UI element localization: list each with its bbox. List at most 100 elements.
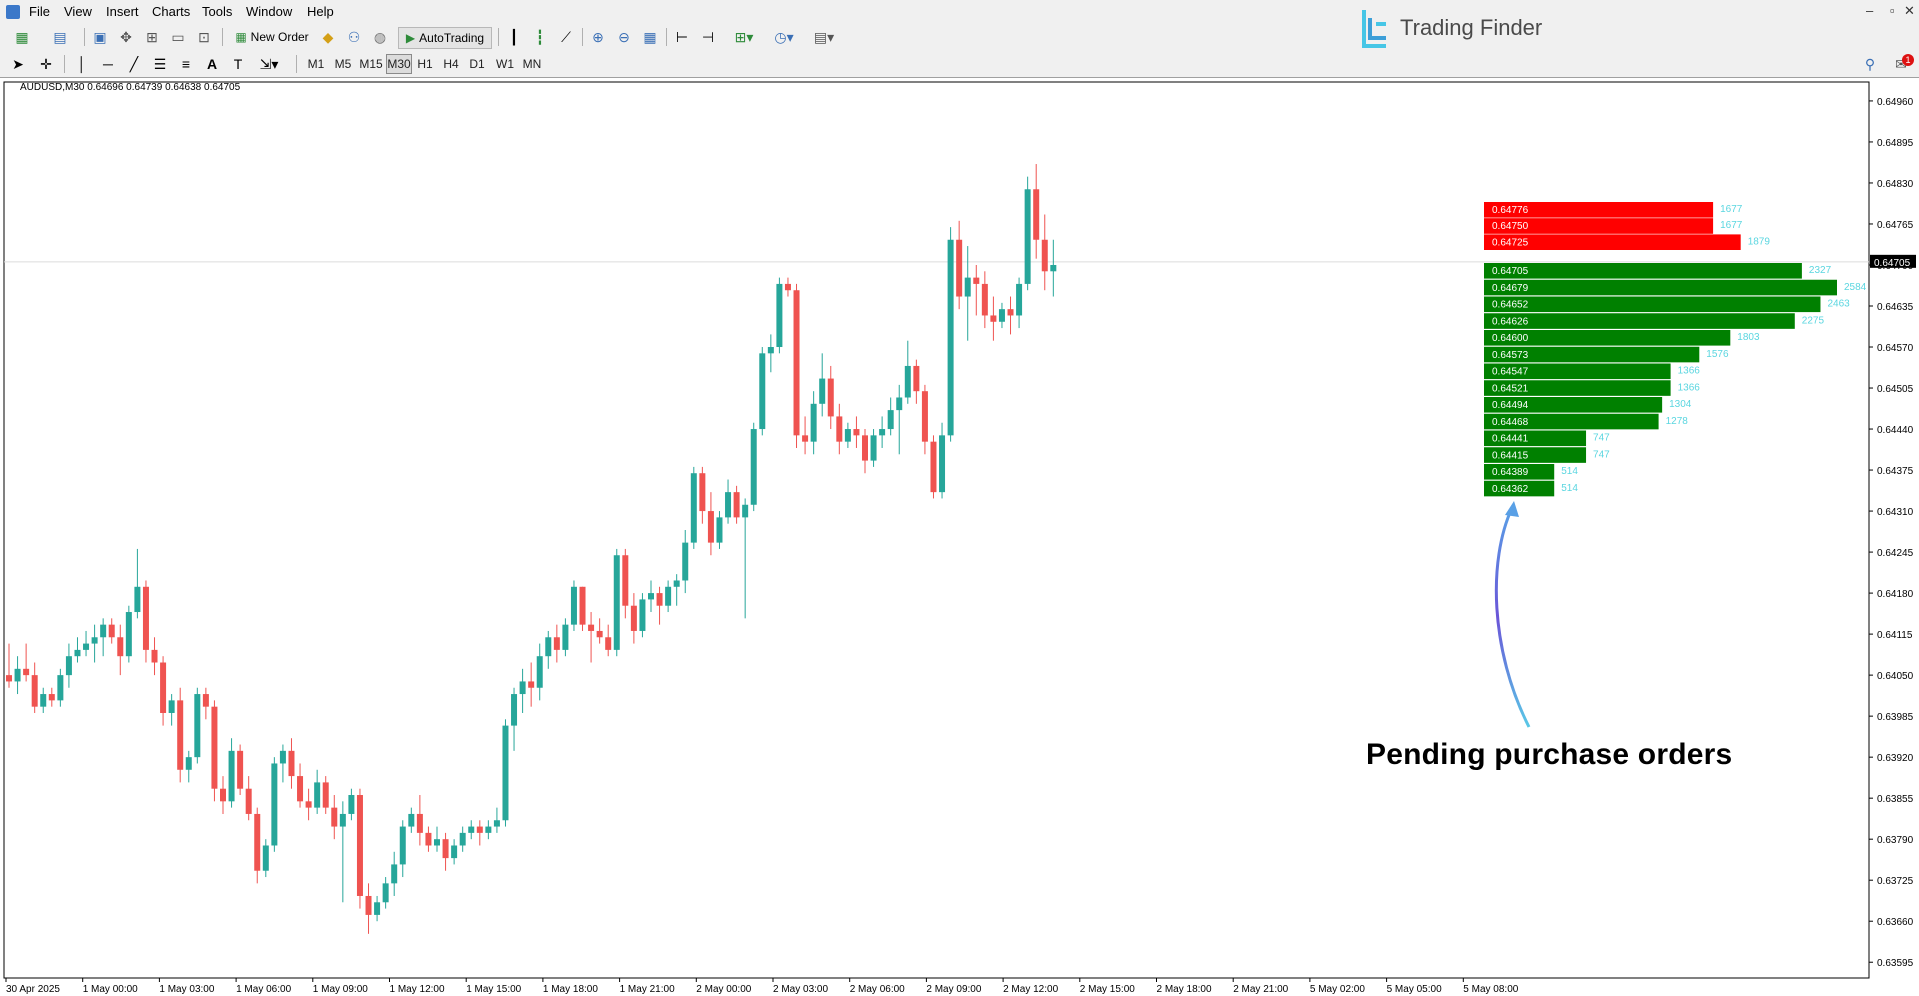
navigator-icon[interactable]: ⊞ bbox=[146, 28, 158, 45]
candle-body bbox=[14, 668, 21, 682]
signals-icon[interactable]: ⚇ bbox=[347, 28, 361, 45]
autotrading-button[interactable]: ▶ AutoTrading bbox=[398, 27, 492, 49]
price-axis-label: 0.64050 bbox=[1877, 671, 1914, 682]
price-chart[interactable]: 0.649600.648950.648300.647650.647000.646… bbox=[0, 78, 1919, 996]
bar-chart-icon[interactable]: ┃ bbox=[509, 28, 519, 45]
candle-body bbox=[1016, 283, 1023, 316]
buy-order-bar bbox=[1484, 263, 1802, 279]
timeframe-m1[interactable]: M1 bbox=[307, 57, 325, 71]
market-watch-icon[interactable]: ▣ bbox=[93, 28, 107, 45]
price-axis-label: 0.63790 bbox=[1877, 835, 1914, 846]
candle-body bbox=[613, 555, 620, 650]
candle-body bbox=[279, 750, 286, 764]
candle-body bbox=[271, 763, 278, 846]
order-count-label: 2327 bbox=[1809, 265, 1832, 276]
order-count-label: 1803 bbox=[1737, 332, 1760, 343]
cursor-icon[interactable]: ➤ bbox=[12, 55, 24, 72]
candle-body bbox=[939, 435, 946, 493]
channel-icon[interactable]: ☰ bbox=[153, 55, 167, 72]
autotrading-label: AutoTrading bbox=[419, 31, 485, 45]
order-price-label: 0.64441 bbox=[1492, 434, 1529, 445]
arrows-icon[interactable]: ⇲▾ bbox=[259, 55, 279, 72]
candle-body bbox=[177, 700, 184, 770]
candle-body bbox=[434, 839, 440, 846]
chart-shift-icon[interactable]: ⊢ bbox=[675, 28, 689, 45]
candle-body bbox=[870, 435, 877, 461]
menu-tools[interactable]: Tools bbox=[202, 4, 233, 19]
menu-insert[interactable]: Insert bbox=[106, 4, 139, 19]
notifications-icon[interactable]: ✉ 1 bbox=[1888, 54, 1914, 74]
fibonacci-icon[interactable]: ≡ bbox=[181, 56, 191, 72]
timeframe-h1[interactable]: H1 bbox=[417, 57, 433, 71]
current-price-box bbox=[1870, 254, 1916, 268]
menu-window[interactable]: Window bbox=[246, 4, 293, 19]
price-axis-label: 0.64895 bbox=[1877, 138, 1914, 149]
app-icon[interactable] bbox=[6, 5, 20, 19]
templates-icon[interactable]: ▤▾ bbox=[813, 28, 835, 45]
candle-body bbox=[202, 694, 209, 707]
timeframe-d1[interactable]: D1 bbox=[469, 57, 485, 71]
menu-view[interactable]: View bbox=[64, 4, 92, 19]
data-window-icon[interactable]: ✥ bbox=[120, 28, 132, 45]
buy-order-bar bbox=[1484, 346, 1700, 363]
close-icon[interactable]: ✕ bbox=[1904, 3, 1915, 18]
search-icon[interactable]: ⚲ bbox=[1864, 55, 1876, 72]
menu-file[interactable]: File bbox=[29, 4, 50, 19]
text-icon[interactable]: A bbox=[206, 56, 218, 72]
order-price-label: 0.64494 bbox=[1492, 400, 1529, 411]
vertical-line-icon[interactable]: │ bbox=[77, 56, 87, 72]
new-order-button[interactable]: ▦ New Order bbox=[230, 27, 314, 47]
candle-body bbox=[168, 700, 175, 713]
tester-icon[interactable]: ⊡ bbox=[198, 28, 210, 45]
metaeditor-icon[interactable]: ◆ bbox=[322, 28, 334, 45]
text-label-icon[interactable]: T bbox=[233, 56, 243, 72]
order-price-label: 0.64600 bbox=[1492, 333, 1529, 344]
order-count-label: 1879 bbox=[1748, 236, 1771, 247]
order-price-label: 0.64626 bbox=[1492, 316, 1529, 327]
candle-body bbox=[416, 813, 423, 833]
new-chart-icon[interactable]: ▦ bbox=[15, 28, 29, 45]
logo-text: Trading Finder bbox=[1400, 15, 1543, 40]
candle-body bbox=[1007, 309, 1014, 316]
timeframe-w1[interactable]: W1 bbox=[496, 57, 514, 71]
order-count-label: 747 bbox=[1593, 449, 1610, 460]
timeframe-m5[interactable]: M5 bbox=[334, 57, 352, 71]
line-chart-icon[interactable]: ⟋ bbox=[561, 28, 571, 45]
indicators-icon[interactable]: ⊞▾ bbox=[734, 28, 754, 45]
zoom-out-icon[interactable]: ⊖ bbox=[618, 28, 630, 45]
periods-icon[interactable]: ◷▾ bbox=[774, 28, 794, 45]
terminal-icon[interactable]: ▭ bbox=[171, 28, 185, 45]
timeframe-h4[interactable]: H4 bbox=[443, 57, 459, 71]
order-count-label: 1366 bbox=[1678, 382, 1701, 393]
candle-body bbox=[331, 807, 338, 827]
timeframe-m15[interactable]: M15 bbox=[359, 57, 383, 71]
candle-body bbox=[305, 801, 312, 808]
candle-body bbox=[48, 694, 55, 701]
candle-body bbox=[459, 832, 466, 846]
profiles-icon[interactable]: ▤ bbox=[53, 28, 67, 45]
time-axis-label: 2 May 09:00 bbox=[926, 984, 981, 995]
timeframe-mn[interactable]: MN bbox=[522, 57, 542, 71]
candle-body bbox=[973, 277, 980, 284]
market-icon[interactable]: ◍ bbox=[373, 28, 387, 45]
zoom-in-icon[interactable]: ⊕ bbox=[592, 28, 604, 45]
time-axis-label: 1 May 21:00 bbox=[620, 984, 675, 995]
trendline-icon[interactable]: ╱ bbox=[129, 55, 139, 72]
candle-body bbox=[742, 504, 749, 518]
autoscroll-icon[interactable]: ⊣ bbox=[701, 28, 715, 45]
candle-body bbox=[579, 586, 586, 625]
restore-icon[interactable]: ▫ bbox=[1890, 3, 1895, 18]
order-count-label: 514 bbox=[1561, 466, 1578, 477]
candlestick-icon[interactable]: ┇ bbox=[535, 28, 545, 45]
horizontal-line-icon[interactable]: ─ bbox=[103, 56, 113, 72]
crosshair-icon[interactable]: ✛ bbox=[40, 55, 52, 72]
candle-body bbox=[91, 637, 98, 644]
menu-help[interactable]: Help bbox=[307, 4, 334, 19]
minimize-icon[interactable]: – bbox=[1866, 3, 1874, 18]
candle-body bbox=[74, 649, 81, 657]
menu-charts[interactable]: Charts bbox=[152, 4, 191, 19]
tile-windows-icon[interactable]: ▦ bbox=[643, 28, 657, 45]
candle-body bbox=[83, 643, 90, 650]
candle-body bbox=[1024, 189, 1031, 284]
timeframe-m30[interactable]: M30 bbox=[386, 54, 412, 74]
